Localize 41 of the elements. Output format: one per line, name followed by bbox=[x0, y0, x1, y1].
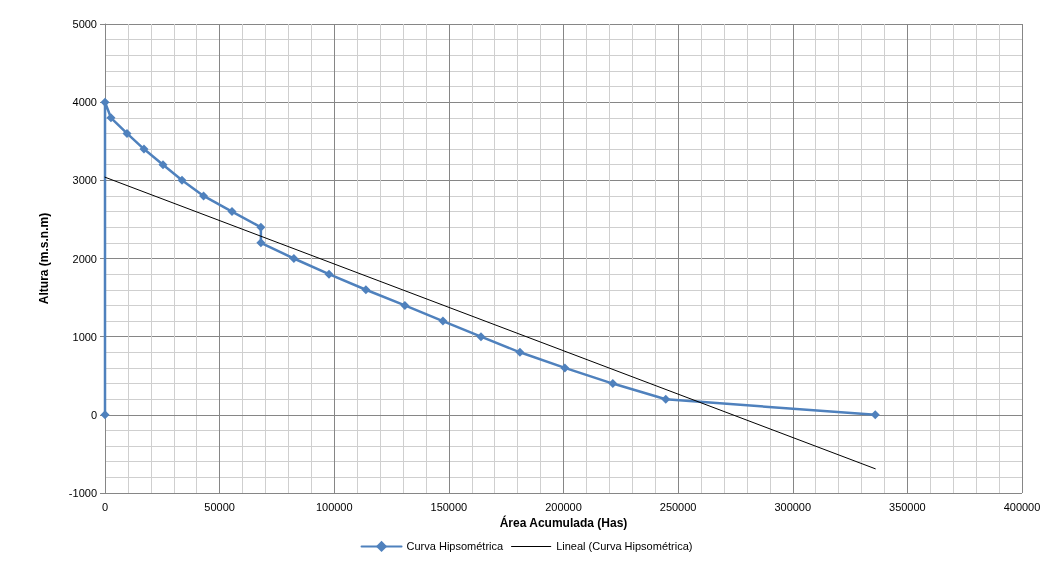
point bbox=[199, 191, 209, 201]
point bbox=[256, 238, 266, 248]
legend-label: Curva Hipsométrica bbox=[406, 540, 505, 553]
x-tick-label: 300000 bbox=[774, 500, 812, 513]
y-tick-label: 5000 bbox=[72, 18, 97, 30]
x-tick-label: 50000 bbox=[204, 500, 235, 513]
x-axis-title: Área Acumulada (Has) bbox=[499, 515, 628, 530]
y-tick-label: 3000 bbox=[72, 174, 97, 187]
x-tick-label: 200000 bbox=[545, 500, 582, 513]
point bbox=[122, 128, 132, 138]
point bbox=[560, 363, 570, 373]
point bbox=[158, 160, 168, 170]
y-tick-label: 1000 bbox=[72, 330, 97, 343]
x-tick-label: 150000 bbox=[430, 500, 468, 513]
y-tick-label: 2000 bbox=[72, 252, 97, 265]
point bbox=[476, 332, 486, 342]
point bbox=[227, 207, 237, 217]
point bbox=[515, 347, 525, 357]
point bbox=[106, 113, 116, 123]
point bbox=[870, 410, 880, 420]
x-tick-label: 350000 bbox=[889, 500, 926, 513]
point bbox=[608, 379, 618, 389]
point bbox=[256, 222, 266, 232]
point bbox=[324, 269, 334, 279]
x-tick-label: 400000 bbox=[1003, 500, 1041, 513]
x-tick-label: 250000 bbox=[659, 500, 697, 513]
y-tick-label: -1000 bbox=[68, 487, 97, 499]
x-tick-label: 100000 bbox=[315, 500, 353, 513]
point bbox=[400, 300, 410, 310]
legend-label: Lineal (Curva Hipsométrica) bbox=[556, 540, 693, 553]
point bbox=[100, 97, 110, 107]
y-tick-label: 0 bbox=[90, 408, 97, 421]
point bbox=[177, 175, 187, 185]
point bbox=[438, 316, 448, 326]
y-tick-label: 4000 bbox=[72, 96, 97, 109]
point bbox=[661, 394, 671, 404]
point bbox=[139, 144, 149, 154]
point bbox=[289, 254, 299, 263]
y-axis-title: Altura (m.s.n.m) bbox=[37, 212, 51, 305]
point bbox=[361, 285, 371, 295]
x-tick-label: 0 bbox=[101, 500, 109, 513]
